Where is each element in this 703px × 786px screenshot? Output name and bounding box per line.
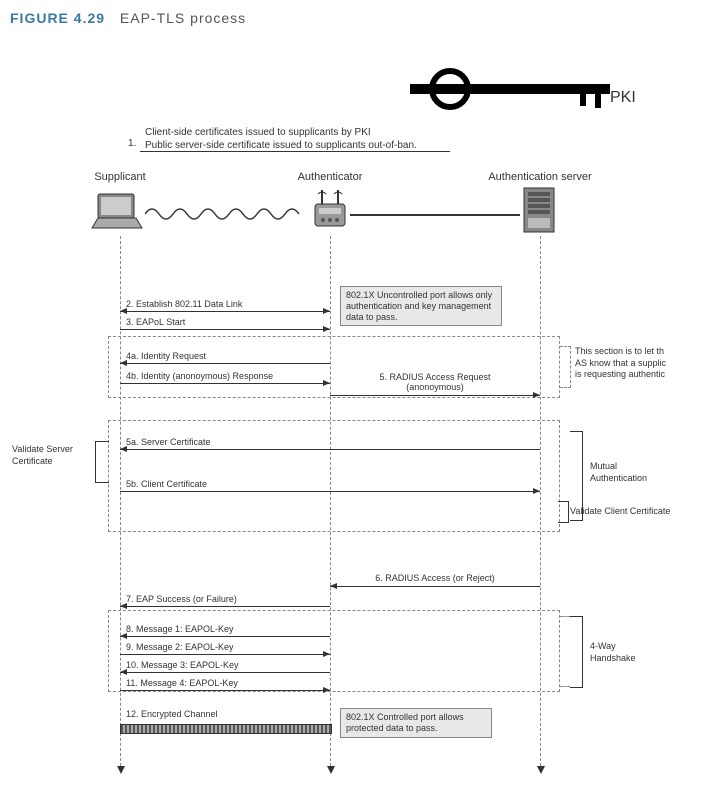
encrypted-channel-bar [120,724,332,734]
msg-6-label: 6. RADIUS Access (or Reject) [375,574,495,584]
msg-9: 9. Message 2: EAPOL-Key [120,639,330,655]
msg-10: 10. Message 3: EAPOL-Key [120,657,330,673]
connector-handshake-bot [560,686,570,687]
msg-11-label: 11. Message 4: EAPOL-Key [126,678,238,688]
msg-4a-label: 4a. Identity Request [126,351,206,361]
msg-4a: 4a. Identity Request [120,348,330,364]
msg-9-label: 9. Message 2: EAPOL-Key [126,642,234,652]
step1-line1: Client-side certificates issued to suppl… [145,126,417,139]
msg-8: 8. Message 1: EAPOL-Key [120,621,330,637]
msg-3-label: 3. EAPoL Start [126,317,185,327]
msg-11: 11. Message 4: EAPOL-Key [120,675,330,691]
msg-2-label: 2. Establish 802.11 Data Link [126,299,242,309]
brace-validate-server [95,441,109,483]
wired-link-icon [350,214,520,216]
msg-12: 12. Encrypted Channel [120,706,330,722]
msg-10-label: 10. Message 3: EAPOL-Key [126,660,239,670]
router-icon [310,186,350,236]
msg-5a-label: 5a. Server Certificate [126,437,211,447]
brace-handshake [570,616,583,688]
step1-text: Client-side certificates issued to suppl… [145,126,417,152]
actor-authenticator: Authenticator [290,171,370,183]
actor-auth-server: Authentication server [480,171,600,183]
msg-8-label: 8. Message 1: EAPOL-Key [126,624,234,634]
msg-12-label: 12. Encrypted Channel [126,709,218,719]
note-identity: This section is to let th AS know that a… [575,346,703,381]
figure-header: FIGURE 4.29 EAP-TLS process [10,10,693,26]
infobox-uncontrolled-port: 802.1X Uncontrolled port allows only aut… [340,286,502,326]
msg-5a: 5a. Server Certificate [120,434,540,450]
msg-5-label: 5. RADIUS Access Request (anonoymous) [379,373,490,393]
diagram: PKI 1. Client-side certificates issued t… [10,46,690,776]
figure-number: FIGURE 4.29 [10,10,105,26]
msg-4b-label: 4b. Identity (anonoymous) Response [126,371,273,381]
note-handshake: 4-Way Handshake [590,641,670,664]
msg-7-label: 7. EAP Success (or Failure) [126,594,237,604]
msg-5b-label: 5b. Client Certificate [126,479,207,489]
actor-supplicant: Supplicant [85,171,155,183]
msg-6: 6. RADIUS Access (or Reject) [330,571,540,587]
note-mutual-auth: Mutual Authentication [590,461,680,484]
msg-5: 5. RADIUS Access Request (anonoymous) [330,372,540,396]
infobox-controlled-port: 802.1X Controlled port allows protected … [340,708,492,738]
note-validate-server: Validate Server Certificate [12,444,97,467]
msg-7: 7. EAP Success (or Failure) [120,591,330,607]
server-icon [520,186,558,239]
step1-line2: Public server-side certificate issued to… [145,139,417,152]
wireless-link-icon [145,204,305,229]
msg-5b: 5b. Client Certificate [120,476,540,492]
pki-label: PKI [610,88,636,109]
brace-validate-client [558,501,569,523]
step1-number: 1. [128,138,136,149]
msg-4b: 4b. Identity (anonoymous) Response [120,368,330,384]
brace-identity [560,346,571,388]
msg-3: 3. EAPoL Start [120,314,330,330]
figure-title: EAP-TLS process [120,10,246,26]
laptop-icon [90,191,145,236]
note-validate-client: Validate Client Certificate [570,506,700,518]
msg-2: 2. Establish 802.11 Data Link [120,296,330,312]
connector-handshake-top [560,616,570,617]
